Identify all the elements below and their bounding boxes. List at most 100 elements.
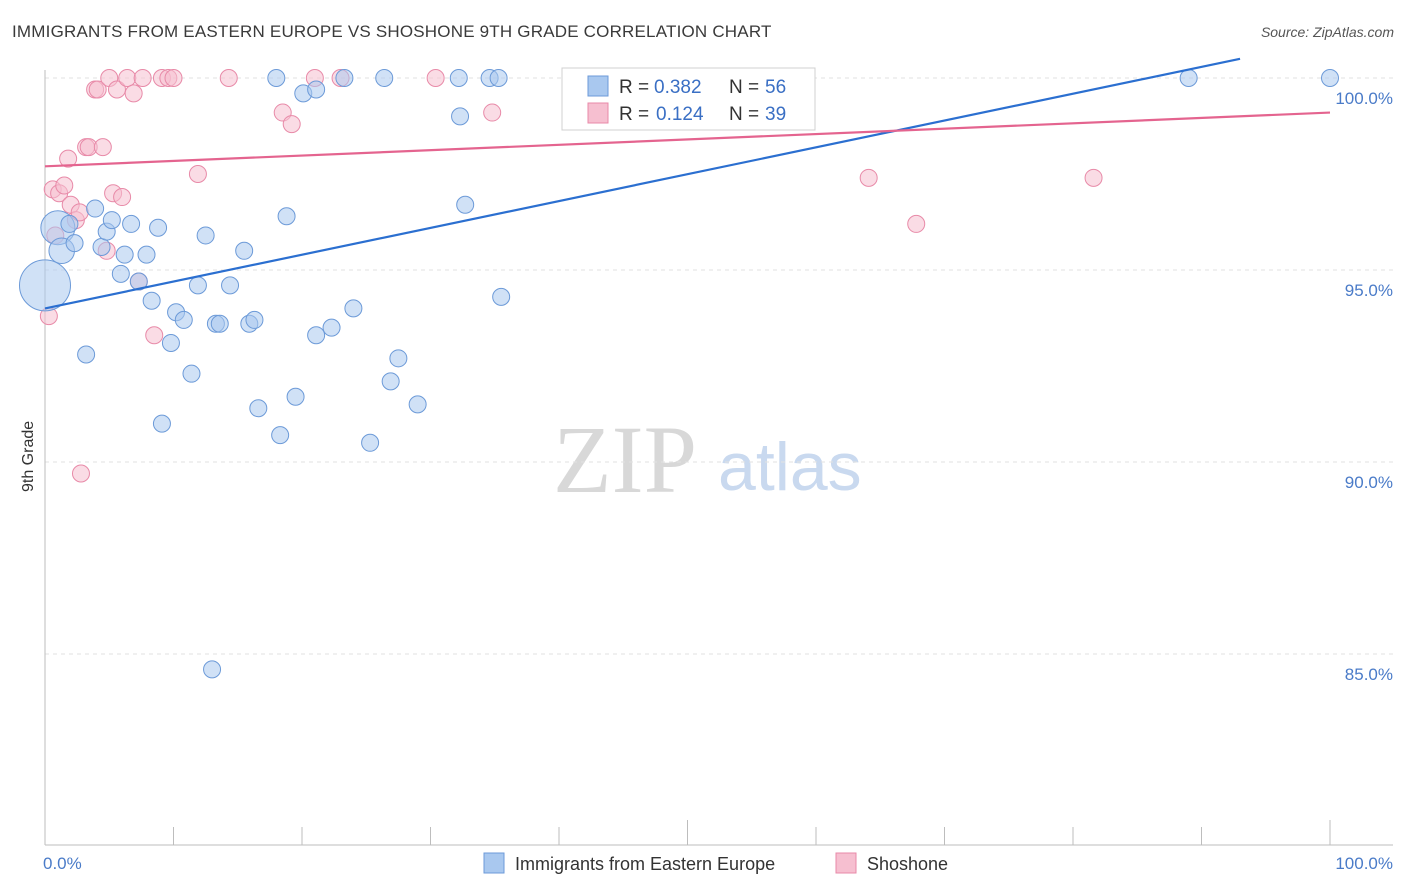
blue-n-label: N = — [729, 77, 759, 98]
shoshone-point — [483, 103, 502, 122]
tick-labels: 85.0% 90.0% 95.0% 100.0% 0.0% 100.0% — [43, 89, 1393, 873]
shoshone-trend-line — [44, 111, 1331, 168]
shoshone-point — [93, 138, 112, 157]
y-axis-label: 9th Grade — [20, 421, 37, 492]
eastern-europe-point — [137, 245, 156, 264]
pink-n-value: 39 — [765, 104, 786, 125]
eastern-europe-point — [307, 326, 326, 345]
eastern-europe-trend-line — [44, 57, 1241, 310]
eastern-europe-points — [19, 69, 1339, 679]
eastern-europe-point — [322, 318, 341, 337]
chart-title: IMMIGRANTS FROM EASTERN EUROPE VS SHOSHO… — [12, 22, 772, 41]
eastern-europe-point — [456, 195, 475, 214]
eastern-europe-point — [65, 234, 84, 253]
eastern-europe-point — [267, 69, 286, 87]
shoshone-point — [124, 84, 143, 103]
shoshone-point — [133, 69, 152, 87]
eastern-europe-point — [129, 272, 148, 291]
eastern-europe-point — [1321, 69, 1339, 87]
shoshone-point — [907, 214, 926, 233]
eastern-europe-point — [60, 214, 79, 233]
y-tick-label: 100.0% — [1335, 89, 1393, 108]
watermark-zip: ZIP — [553, 406, 697, 513]
pink-n-label: N = — [729, 104, 759, 125]
shoshone-point — [145, 326, 164, 345]
shoshone-point — [164, 69, 183, 87]
eastern-europe-point — [152, 414, 171, 433]
legend-label-shoshone: Shoshone — [867, 854, 948, 874]
y-tick-label: 95.0% — [1345, 281, 1393, 300]
eastern-europe-point — [122, 214, 141, 233]
source-credit: Source: ZipAtlas.com — [1260, 24, 1394, 40]
x-tick-label: 0.0% — [43, 854, 82, 873]
eastern-europe-point — [221, 276, 240, 295]
eastern-europe-point — [361, 433, 380, 452]
shoshone-point — [88, 80, 107, 99]
eastern-europe-point — [489, 69, 508, 87]
shoshone-point — [55, 176, 74, 195]
eastern-europe-point — [389, 349, 408, 368]
shoshone-point — [282, 115, 301, 134]
eastern-europe-point — [408, 395, 427, 414]
eastern-europe-point — [161, 333, 180, 352]
eastern-europe-point — [196, 226, 215, 245]
blue-swatch — [587, 75, 609, 97]
eastern-europe-point — [111, 264, 130, 283]
blue-r-label: R = — [619, 77, 649, 98]
eastern-europe-point — [92, 237, 111, 256]
shoshone-point — [426, 69, 445, 87]
eastern-europe-point — [249, 399, 268, 418]
stats-legend: R = 0.382 N = 56 R = 0.124 N = 39 — [561, 67, 816, 131]
axes — [44, 70, 1393, 846]
shoshone-point — [118, 69, 137, 87]
eastern-europe-point — [381, 372, 400, 391]
eastern-europe-point — [142, 291, 161, 310]
eastern-europe-point — [210, 314, 229, 333]
eastern-europe-point — [1179, 69, 1198, 87]
blue-r-value: 0.382 — [654, 77, 702, 98]
eastern-europe-point — [188, 276, 207, 295]
eastern-europe-point — [271, 426, 290, 445]
shoshone-point — [113, 188, 132, 207]
blue-n-value: 56 — [765, 77, 786, 98]
eastern-europe-point — [77, 345, 96, 364]
shoshone-point — [219, 69, 238, 87]
series-legend: Immigrants from Eastern Europe Shoshone — [483, 852, 948, 874]
eastern-europe-point — [451, 107, 470, 126]
eastern-europe-point — [286, 387, 305, 406]
eastern-europe-point — [235, 241, 254, 260]
x-tick-label: 100.0% — [1335, 854, 1393, 873]
pink-r-value: 0.124 — [656, 104, 704, 125]
eastern-europe-point — [245, 310, 264, 329]
pink-r-label: R = — [619, 104, 649, 125]
eastern-europe-point — [344, 299, 363, 318]
legend-swatch-shoshone — [835, 852, 857, 874]
eastern-europe-point — [182, 364, 201, 383]
y-tick-label: 90.0% — [1345, 473, 1393, 492]
eastern-europe-point — [492, 287, 511, 306]
shoshone-point — [1084, 168, 1103, 187]
shoshone-point — [71, 464, 90, 483]
eastern-europe-point — [203, 660, 222, 679]
y-tick-label: 85.0% — [1345, 665, 1393, 684]
legend-label-eastern-europe: Immigrants from Eastern Europe — [515, 854, 775, 874]
shoshone-point — [859, 168, 878, 187]
pink-swatch — [587, 102, 609, 124]
trend-lines — [44, 57, 1331, 310]
eastern-europe-point — [174, 310, 193, 329]
eastern-europe-point — [19, 259, 71, 312]
eastern-europe-point — [149, 218, 168, 237]
eastern-europe-point — [449, 69, 468, 87]
eastern-europe-point — [277, 207, 296, 226]
eastern-europe-point — [86, 199, 105, 218]
shoshone-point — [188, 165, 207, 183]
shoshone-point — [107, 80, 126, 99]
shoshone-point — [59, 149, 78, 168]
eastern-europe-point — [115, 245, 134, 264]
eastern-europe-point — [307, 80, 326, 99]
eastern-europe-point — [335, 69, 354, 87]
legend-swatch-eastern-europe — [483, 852, 505, 874]
gridlines — [45, 77, 1393, 655]
watermark-atlas: atlas — [718, 429, 862, 505]
